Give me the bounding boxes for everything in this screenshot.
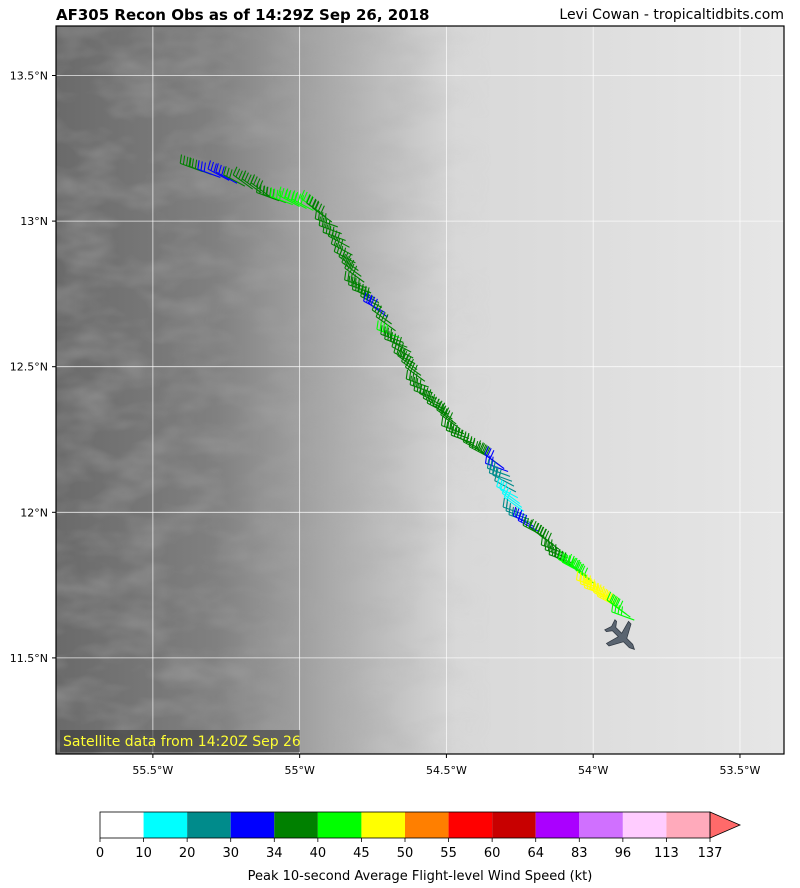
satellite-note: Satellite data from 14:20Z Sep 26 [63, 734, 301, 750]
colorbar-tick-label: 30 [222, 846, 239, 861]
colorbar: 0 10 20 30 34 40 45 50 55 60 64 83 96 113 137 [96, 811, 742, 861]
colorbar-segment [187, 812, 231, 838]
wind-barb [223, 166, 246, 187]
credit-text: Levi Cowan - tropicaltidbits.com [559, 7, 784, 23]
colorbar-tick-label: 20 [179, 846, 196, 861]
colorbar-tick-label: 50 [397, 846, 414, 861]
colorbar-tick-label: 113 [654, 846, 679, 861]
wind-barb [484, 454, 509, 473]
lat-tick-label: 13°N [20, 215, 48, 228]
wind-barb [380, 325, 404, 343]
map-title: AF305 Recon Obs as of 14:29Z Sep 26, 201… [56, 6, 430, 24]
lon-tick-label: 55°W [284, 764, 314, 777]
lat-tick-label: 11.5°N [10, 652, 48, 665]
satellite-map-area: Satellite data from 14:20Z Sep 26 [56, 26, 784, 754]
wind-barb [341, 253, 362, 277]
colorbar-segment [230, 812, 275, 838]
wind-barb [269, 187, 293, 206]
colorbar-tick-label: 96 [615, 846, 632, 861]
colorbar-segment [579, 812, 623, 838]
colorbar-segment [274, 812, 318, 838]
colorbar-tick-label: 83 [571, 846, 588, 861]
colorbar-segment [143, 812, 188, 838]
wind-barb [375, 308, 396, 332]
colorbar-tick-label: 45 [353, 846, 370, 861]
map-frame [55, 25, 785, 755]
wind-barb [404, 358, 426, 382]
wind-barb [610, 594, 631, 618]
colorbar-tick-label: 34 [266, 846, 283, 861]
lat-tick-label: 12.5°N [10, 361, 48, 374]
wind-barb [215, 163, 238, 184]
lon-tick-label: 54.5°W [426, 764, 467, 777]
wind-barb [376, 320, 400, 339]
lat-tick-label: 12°N [20, 506, 48, 519]
lon-tick-label: 54°W [578, 764, 608, 777]
colorbar-segment [448, 812, 493, 838]
graticule [56, 26, 784, 754]
colorbar-tick-label: 55 [440, 846, 457, 861]
colorbar-segment [100, 812, 144, 838]
colorbar-segment [535, 812, 580, 838]
lon-tick-label: 55.5°W [132, 764, 173, 777]
wind-barb [496, 477, 519, 499]
colorbar-label: Peak 10-second Average Flight-level Wind… [248, 869, 593, 884]
axis-ticks: 55.5°W 55°W 54.5°W 54°W 53.5°W 13.5°N 13°N 12.5… [10, 70, 761, 777]
aircraft-icon [604, 619, 635, 650]
wind-barb [344, 270, 368, 289]
wind-barb [344, 259, 365, 283]
wind-barb [197, 160, 221, 178]
lon-tick-label: 53.5°W [720, 764, 761, 777]
colorbar-tick-label: 10 [135, 846, 152, 861]
wind-barb [347, 275, 372, 294]
wind-barb [611, 602, 635, 621]
colorbar-segment [666, 812, 710, 838]
wind-barb [484, 446, 505, 470]
wind-barb [401, 352, 422, 376]
colorbar-tick-label: 40 [310, 846, 327, 861]
colorbar-extend-arrow [709, 811, 742, 839]
wind-barb [445, 421, 470, 440]
colorbar-tick-label: 137 [698, 846, 723, 861]
colorbar-segment [361, 812, 405, 838]
colorbar-tick-label: 60 [484, 846, 501, 861]
lat-tick-label: 13.5°N [10, 70, 48, 83]
colorbar-tick-label: 0 [96, 846, 104, 861]
satellite-note-bg [60, 730, 300, 752]
aircraft-shape [604, 619, 635, 650]
colorbar-segment [622, 812, 667, 838]
colorbar-segment [317, 812, 362, 838]
wind-barbs [179, 154, 635, 621]
wind-barb [207, 160, 230, 181]
wind-barb [232, 166, 254, 190]
wind-barb [312, 199, 333, 223]
colorbar-tick-label: 64 [527, 846, 544, 861]
colorbar-segment [405, 812, 449, 838]
colorbar-segment [492, 812, 536, 838]
